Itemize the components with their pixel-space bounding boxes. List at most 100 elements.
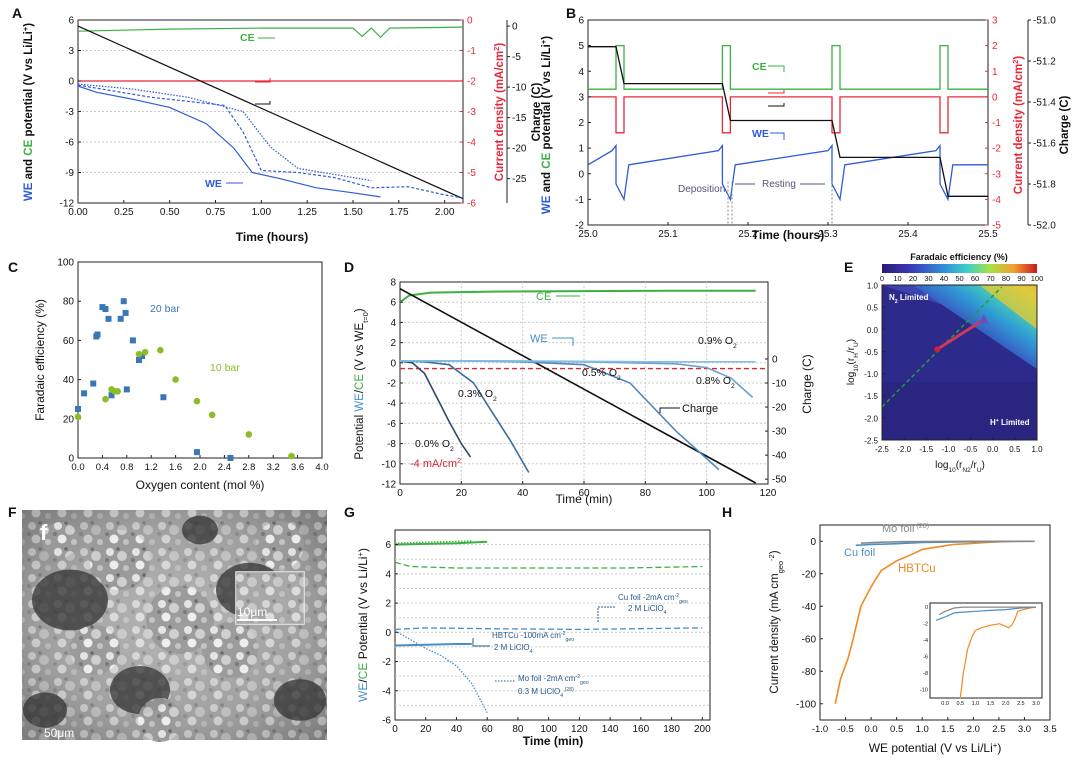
panel-a-yr2-ticklabel-3: -15: [512, 113, 527, 124]
panel-c-y-ticklabel-1: 20: [63, 414, 75, 425]
panel-h-inset-plot: [935, 606, 1036, 699]
panel-e-cbar-tick-8: 80: [1002, 274, 1010, 283]
panel-f-void-0: [32, 569, 108, 631]
panel-a-x-ticklabel-5: 1.25: [297, 207, 317, 218]
panel-d-y-ticklabel-1: 6: [390, 298, 396, 309]
panel-g-series-mo-ce: [395, 540, 472, 544]
panel-h-x-ticklabel-7: 2.5: [992, 724, 1005, 735]
panel-c-x-ticklabel-1: 0.4: [96, 462, 109, 473]
panel-d-x-ticklabel-1: 20: [456, 488, 468, 499]
panel-c-x-ticklabel-3: 1.2: [145, 462, 158, 473]
panel-a-x-ticklabel-8: 2.00: [435, 207, 455, 218]
panel-d-o2-03-label: 0.3% O2: [458, 388, 497, 403]
panel-c-y-ticklabel-3: 60: [63, 336, 75, 347]
panel-g-y-ticklabel-5: -4: [382, 686, 391, 697]
panel-b-cur-arrow: [768, 90, 785, 94]
panel-e-xlabel: log10(rN2/rU): [935, 460, 985, 474]
panel-a-yr2-ticklabel-1: -5: [512, 52, 521, 63]
panel-g-cu-label-2: 2 M LiClO4: [628, 604, 667, 616]
panel-c-x-ticklabel-8: 3.2: [267, 462, 280, 473]
panel-d-o2-05-label: 0.5% O2: [582, 367, 621, 382]
panel-g-x-ticklabel-5: 100: [540, 724, 557, 735]
panel-e-cbar-tick-7: 70: [986, 274, 994, 283]
panel-c-x-ticklabel-5: 2.0: [193, 462, 206, 473]
panel-g-cu-label-1: Cu foil -2mA cm-2geo: [618, 593, 688, 605]
panel-a-label: A: [12, 5, 22, 21]
panel-h-cu-label: Cu foil: [844, 547, 875, 559]
panel-a-ylabel-right1: Current density (mA/cm2): [492, 43, 507, 182]
panel-e-y-ticklabel-3: -0.5: [864, 348, 878, 357]
panel-b-x-ticklabel-0: 25.0: [578, 229, 598, 240]
panel-c-x-ticklabel-0: 0.0: [71, 462, 84, 473]
panel-e-cbar-tick-3: 30: [924, 274, 932, 283]
panel-e-y-ticklabel-2: 0.0: [867, 326, 879, 335]
panel-c-point-10bar-8: [172, 376, 179, 383]
panel-a-yr2-ticklabel-2: -10: [512, 83, 527, 94]
panel-g-hbtcu-arrow: [472, 638, 490, 647]
panel-g-x-ticklabel-10: 200: [694, 724, 711, 735]
panel-g-y-ticklabel-2: 2: [385, 599, 391, 610]
panel-b-ce-label: CE: [752, 61, 767, 73]
panel-e-cbar-tick-2: 20: [909, 274, 917, 283]
panel-b-yr2-ticklabel-5: -52.0: [1033, 221, 1056, 232]
panel-f-inner-label: f: [40, 520, 48, 545]
panel-h-x-ticklabel-4: 1.0: [916, 724, 929, 735]
panel-b-yr2-ticklabel-4: -51.8: [1033, 180, 1056, 191]
panel-e-title: Faradaic efficiency (%): [910, 252, 1008, 262]
panel-d-yr-ticklabel-5: -50: [772, 475, 787, 486]
panel-e-ylabel: log10(rH/rU): [846, 339, 860, 385]
panel-e-y-ticklabel-7: -2.5: [864, 437, 878, 446]
panel-d-x-ticklabel-2: 40: [517, 488, 529, 499]
panel-a-series-we1: [78, 85, 381, 198]
panel-a-yl-ticklabel-5: -9: [65, 168, 74, 179]
panel-c-y-ticklabel-4: 80: [63, 297, 75, 308]
panel-f-label: F: [8, 504, 17, 520]
panel-h-series-mo-foil: [860, 540, 1035, 544]
panel-h-inset-xtick-3: 1.5: [987, 701, 995, 707]
panel-b-series-current: [588, 96, 988, 134]
panel-c-x-ticklabel-4: 1.6: [169, 462, 182, 473]
panel-c-point-10bar-4: [114, 388, 121, 395]
panel-c-point-20bar-15: [139, 353, 146, 360]
panel-c-point-20bar-0: [75, 406, 81, 412]
panel-a-series-charge: [78, 25, 463, 200]
panel-b-yr1-ticklabel-6: -3: [992, 169, 1001, 180]
panel-g-y-ticklabel-6: -6: [382, 716, 391, 727]
panel-c-point-20bar-17: [193, 449, 200, 456]
panel-g-series-cu-ce: [395, 561, 703, 569]
panel-a-x-ticklabel-4: 1.00: [252, 207, 272, 218]
panel-h-x-ticklabel-3: 0.5: [890, 724, 903, 735]
panel-a-yl-ticklabel-0: 6: [68, 16, 74, 27]
panel-f-cluster-4: [256, 521, 304, 569]
panel-b-yr1-ticklabel-1: 2: [992, 41, 998, 52]
panel-c-point-10bar-0: [74, 413, 82, 421]
panel-h-y-ticklabel-5: -100: [796, 699, 816, 710]
panel-g-series-cu-we: [395, 627, 703, 631]
panel-f-cluster-2: [70, 625, 120, 675]
panel-a-yr2-ticklabel-4: -20: [512, 144, 527, 155]
panel-g-ylabel: WE/CE Potential (V vs Li/Li+): [356, 548, 371, 702]
panel-d-yr-ticklabel-0: 0: [772, 354, 778, 365]
panel-b-yl-ticklabel-4: 2: [578, 118, 584, 129]
panel-d-series-ce: [400, 289, 756, 304]
panel-a-ylabel-right2: Charge (C): [531, 82, 543, 141]
panel-c-point-20bar-10: [120, 298, 127, 305]
panel-a-series-we2: [78, 84, 463, 199]
panel-c-point-20bar-1: [81, 390, 88, 397]
panel-c-legend-10bar: 10 bar: [210, 362, 240, 374]
panel-g-x-ticklabel-1: 20: [420, 724, 432, 735]
panel-d-series-09o2: [400, 360, 756, 363]
panel-g-frame: [394, 529, 711, 721]
panel-h-y-ticklabel-0: 0: [810, 537, 816, 548]
panel-h-inset-xtick-5: 2.5: [1017, 701, 1025, 707]
panel-d-yr-ticklabel-1: -10: [772, 379, 787, 390]
panel-b-yl-ticklabel-0: 6: [578, 16, 584, 27]
panel-b-yr1-ticklabel-0: 3: [992, 16, 998, 27]
panel-h-series-hbtcu: [834, 540, 1015, 704]
panel-g-series-mo-we: [395, 630, 488, 714]
panel-d-x-ticklabel-0: 0: [397, 488, 403, 499]
panel-h-label: H: [722, 504, 732, 520]
panel-d-y-ticklabel-7: -6: [387, 419, 396, 430]
panel-a-yr1-ticklabel-2: -2: [467, 77, 476, 88]
